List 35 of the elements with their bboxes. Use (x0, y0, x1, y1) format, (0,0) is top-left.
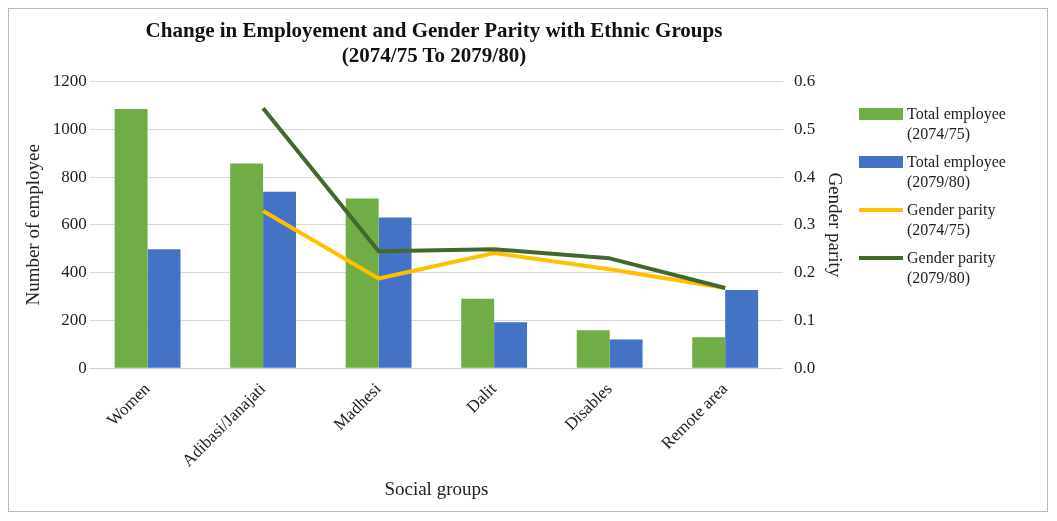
bar (461, 298, 495, 368)
x-axis-title: Social groups (384, 477, 489, 499)
bar (345, 198, 379, 368)
y2-axis-title: Gender parity (824, 172, 846, 278)
bar (263, 191, 297, 368)
y-tick-label: 400 (61, 262, 87, 282)
legend-label: Total employee (2074/75) (907, 104, 1007, 144)
y2-tick-label: 0.4 (793, 166, 816, 186)
y2-tick-label: 0.0 (793, 357, 816, 377)
legend-label: Gender parity (2074/75) (907, 200, 997, 240)
y2-tick-label: 0.2 (793, 262, 816, 282)
bar (114, 108, 148, 368)
chart-subtitle: (2074/75 To 2079/80) (341, 43, 527, 68)
y-tick-label: 1200 (52, 70, 87, 90)
y-tick-label: 0 (78, 357, 87, 377)
y-axis-title: Number of employee (22, 144, 44, 306)
y-tick-label: 1000 (52, 118, 87, 138)
bar (494, 322, 528, 368)
y-tick-label: 800 (61, 166, 87, 186)
bar (576, 330, 610, 368)
y2-tick-label: 0.6 (793, 70, 816, 90)
bar (378, 217, 412, 368)
bar (692, 337, 726, 368)
bar (230, 163, 264, 368)
bar (725, 289, 759, 368)
y2-tick-label: 0.3 (793, 214, 816, 234)
legend-label: Total employee (2079/80) (907, 152, 1007, 192)
legend-label: Gender parity (2079/80) (907, 248, 997, 288)
y-tick-label: 600 (61, 214, 87, 234)
y2-tick-label: 0.1 (793, 309, 816, 329)
bar (147, 249, 181, 368)
bar (609, 339, 643, 368)
chart-title: Change in Employement and Gender Parity with Ethnic Groups (145, 18, 723, 43)
y2-tick-label: 0.5 (793, 118, 816, 138)
y-tick-label: 200 (61, 309, 87, 329)
